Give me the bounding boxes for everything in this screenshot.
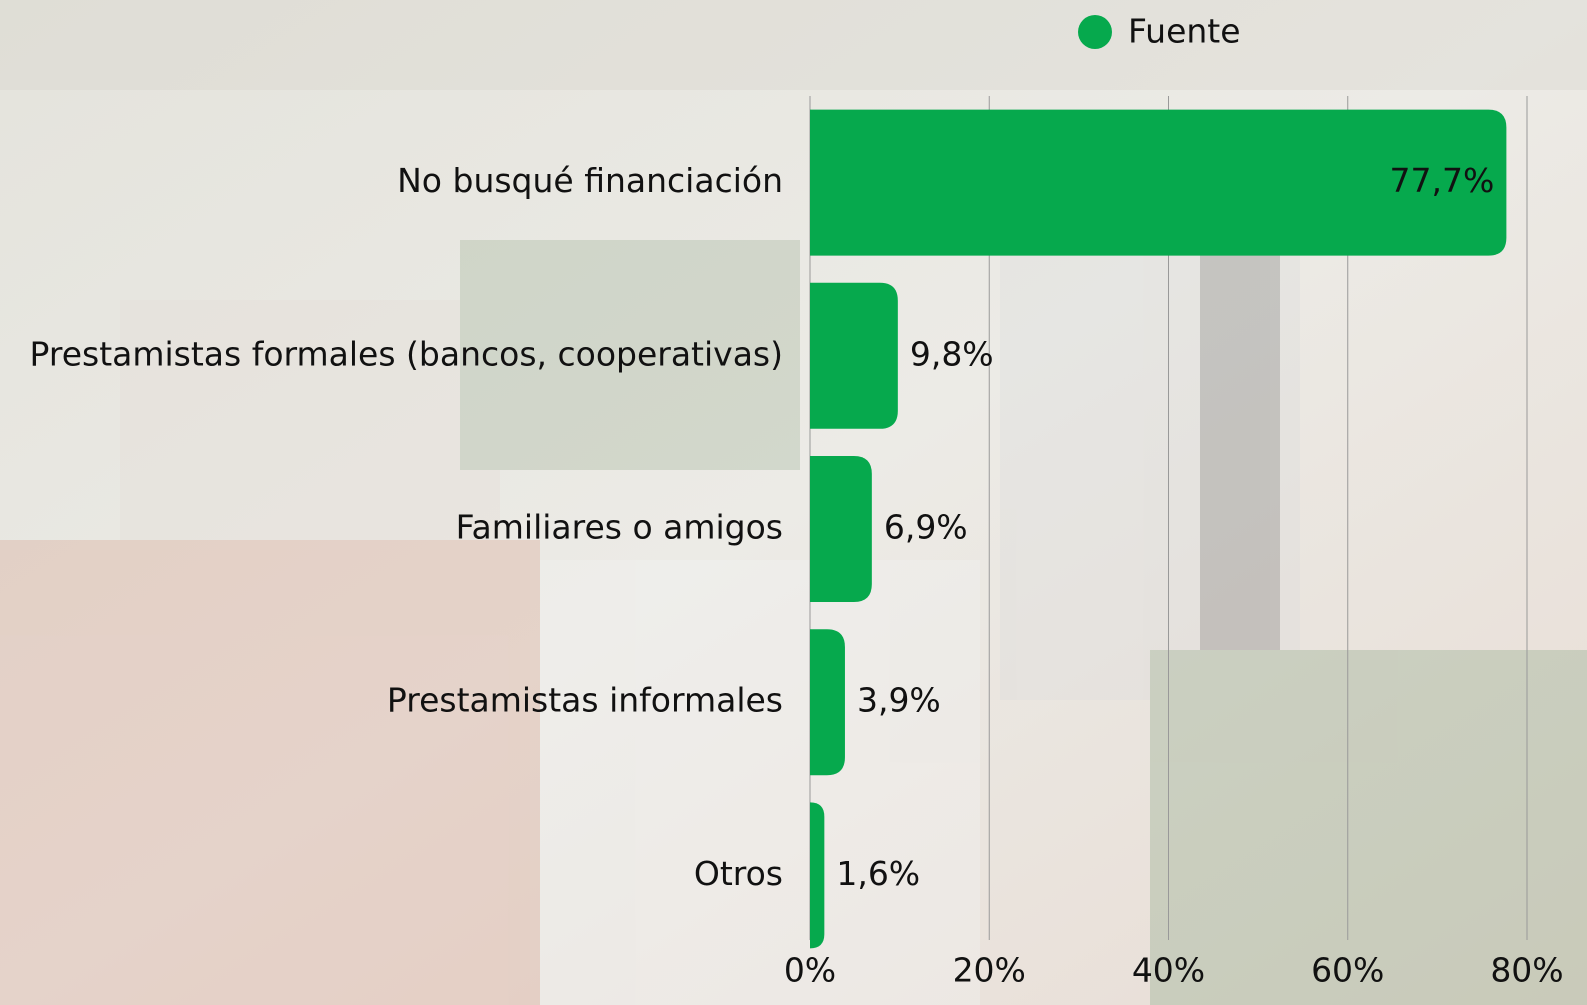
x-tick-label: 40% xyxy=(1132,951,1205,990)
value-label: 1,6% xyxy=(836,854,920,893)
bar xyxy=(810,802,824,948)
value-label: 9,8% xyxy=(910,334,994,373)
bar xyxy=(810,629,845,775)
legend-label: Fuente xyxy=(1128,12,1241,51)
x-tick-label: 0% xyxy=(784,951,836,990)
y-tick-label: No busqué financiación xyxy=(397,161,783,200)
y-tick-label: Prestamistas informales xyxy=(387,681,783,720)
x-tick-label: 60% xyxy=(1311,951,1384,990)
x-tick-label: 20% xyxy=(953,951,1026,990)
x-tick-label: 80% xyxy=(1490,951,1563,990)
y-tick-label: Otros xyxy=(694,854,783,893)
y-tick-label: Prestamistas formales (bancos, cooperati… xyxy=(30,334,783,373)
legend-marker xyxy=(1078,15,1112,49)
value-label: 77,7% xyxy=(1390,161,1495,200)
bar xyxy=(810,283,898,429)
chart: 0% 20% 40% 60% 80% Fuente No busqué financiaci… xyxy=(0,0,1587,1005)
value-label: 3,9% xyxy=(857,681,941,720)
bar xyxy=(810,456,872,602)
value-label: 6,9% xyxy=(884,508,968,547)
y-tick-label: Familiares o amigos xyxy=(456,508,783,547)
